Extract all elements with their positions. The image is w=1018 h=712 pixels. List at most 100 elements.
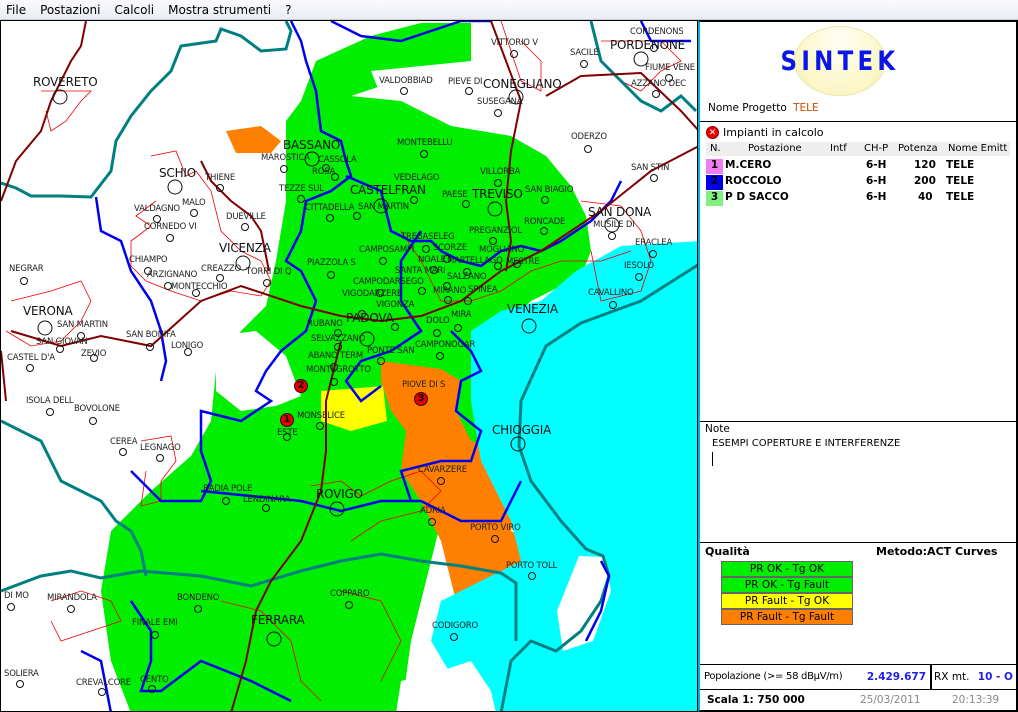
city-marker: [508, 89, 524, 105]
menu-calcoli[interactable]: Calcoli: [114, 2, 155, 17]
city-label: SAN DONA: [588, 205, 652, 219]
city-label: VILLORBA: [480, 167, 521, 177]
rx-label: RX mt.: [934, 671, 970, 683]
impianti-row[interactable]: 1 M.CERO 6-H 120 TELE: [706, 158, 1010, 174]
city-marker: [89, 417, 97, 425]
impianti-title: Impianti in calcolo: [723, 126, 824, 139]
city-marker: [462, 200, 470, 208]
city-marker: [513, 260, 521, 268]
city-label: VERONA: [23, 304, 73, 318]
impianti-row[interactable]: 2 ROCCOLO 6-H 200 TELE: [706, 174, 1010, 190]
city-marker: [216, 184, 224, 192]
city-marker: [192, 289, 200, 297]
city-label: FIUME VENE: [645, 63, 695, 73]
city-label: MAROSTICA: [261, 153, 310, 163]
city-label: SAN MARTIN: [57, 320, 108, 330]
population-section: Popolazione (>= 58 dBµV/m) 2.429.677 RX …: [700, 665, 1016, 690]
city-label: SPINEA: [468, 285, 498, 295]
population-label: Popolazione (>= 58 dBµV/m): [704, 671, 843, 682]
city-marker: [359, 331, 375, 347]
transmitter-marker-2[interactable]: 2: [294, 379, 308, 393]
city-marker: [330, 363, 338, 371]
city-label: CONEGLIANO: [483, 77, 562, 91]
city-marker: [608, 232, 616, 240]
city-labels: ROVERETO SCHIO THIENE MAROSTICA BASSANO TEZZE…: [1, 21, 697, 711]
city-label: PORTO TOLL: [506, 561, 558, 571]
city-label: ABANO TERM: [308, 351, 364, 361]
city-marker: [146, 343, 154, 351]
city-marker: [391, 323, 399, 331]
city-label: ARZIGNANO: [147, 270, 198, 280]
rx-value: 10 - O: [977, 671, 1013, 683]
city-marker: [7, 603, 15, 611]
col-potenza: Potenza: [898, 143, 938, 154]
city-marker: [510, 436, 526, 452]
city-marker: [443, 282, 451, 290]
city-marker: [400, 87, 408, 95]
city-label: CHIOGGIA: [492, 423, 552, 437]
city-label: TEZZE SUL: [279, 184, 324, 194]
text-cursor: [712, 452, 713, 466]
city-label: SACILE: [570, 48, 599, 58]
city-marker: [16, 680, 24, 688]
row-emitt: TELE: [946, 159, 975, 171]
city-marker: [454, 324, 462, 332]
city-marker: [463, 268, 471, 276]
error-icon[interactable]: ✕: [706, 126, 719, 139]
sintek-logo: SINTEK: [781, 26, 895, 96]
city-marker: [98, 688, 106, 696]
city-label: ERACLEA: [635, 238, 673, 248]
transmitter-marker-3[interactable]: 3: [414, 392, 428, 406]
row-number: 3: [706, 191, 723, 206]
city-marker: [444, 296, 452, 304]
coverage-map[interactable]: ROVERETO SCHIO THIENE MAROSTICA BASSANO TEZZE…: [0, 20, 698, 712]
city-marker: [649, 250, 657, 258]
city-label: CHIAMPO: [129, 255, 168, 265]
impianti-row[interactable]: 3 P D SACCO 6-H 40 TELE: [706, 190, 1010, 206]
city-label: ROVIGO: [316, 487, 363, 501]
city-marker: [430, 266, 438, 274]
transmitter-marker-1[interactable]: 1: [280, 413, 294, 427]
city-marker: [345, 601, 353, 609]
row-number: 1: [706, 159, 723, 174]
city-marker: [428, 518, 436, 526]
menu-postazioni[interactable]: Postazioni: [40, 2, 101, 17]
city-marker: [541, 196, 549, 204]
note-section: Note ESEMPI COPERTURE E INTERFERENZE: [700, 422, 1016, 543]
city-marker: [316, 422, 324, 430]
sea: [501, 264, 697, 711]
city-label: PREGANZIOL: [469, 226, 522, 236]
city-marker: [540, 227, 548, 235]
col-intf: Intf: [830, 143, 847, 154]
city-marker: [422, 245, 430, 253]
city-marker: [166, 234, 174, 242]
city-label: MIRANDOLA: [47, 593, 97, 603]
city-marker: [77, 332, 85, 340]
city-label: MONSELICE: [297, 411, 345, 421]
menu-mostra-strumenti[interactable]: Mostra strumenti: [168, 2, 272, 17]
city-marker: [151, 631, 159, 639]
coverage-area-partial: [321, 386, 387, 431]
city-label: MONTEBELLU: [397, 138, 453, 148]
row-number: 2: [706, 175, 723, 190]
row-postazione: P D SACCO: [725, 191, 789, 203]
menu-file[interactable]: File: [6, 2, 27, 17]
city-label: LENDINARA: [243, 495, 291, 505]
menu-bar: File Postazioni Calcoli Mostra strumenti…: [0, 0, 1018, 20]
city-marker: [194, 605, 202, 613]
note-text: ESEMPI COPERTURE E INTERFERENZE: [712, 438, 901, 449]
city-label: SCORZE: [433, 243, 467, 253]
city-label: MOGLIANO: [479, 245, 525, 255]
city-label: PAESE: [442, 190, 468, 200]
note-textarea[interactable]: ESEMPI COPERTURE E INTERFERENZE: [712, 438, 1007, 533]
city-label: MARTELLAGO: [447, 256, 503, 266]
city-marker: [334, 343, 342, 351]
project-name-value: TELE: [793, 102, 819, 114]
city-label: NEGRAR: [9, 264, 44, 274]
menu-help[interactable]: ?: [285, 2, 292, 17]
city-marker: [494, 109, 502, 117]
city-label: VITTORIO V: [491, 38, 538, 48]
city-label: VICENZA: [219, 241, 271, 255]
city-marker: [353, 212, 361, 220]
city-label: CAVALLINO: [588, 288, 634, 298]
